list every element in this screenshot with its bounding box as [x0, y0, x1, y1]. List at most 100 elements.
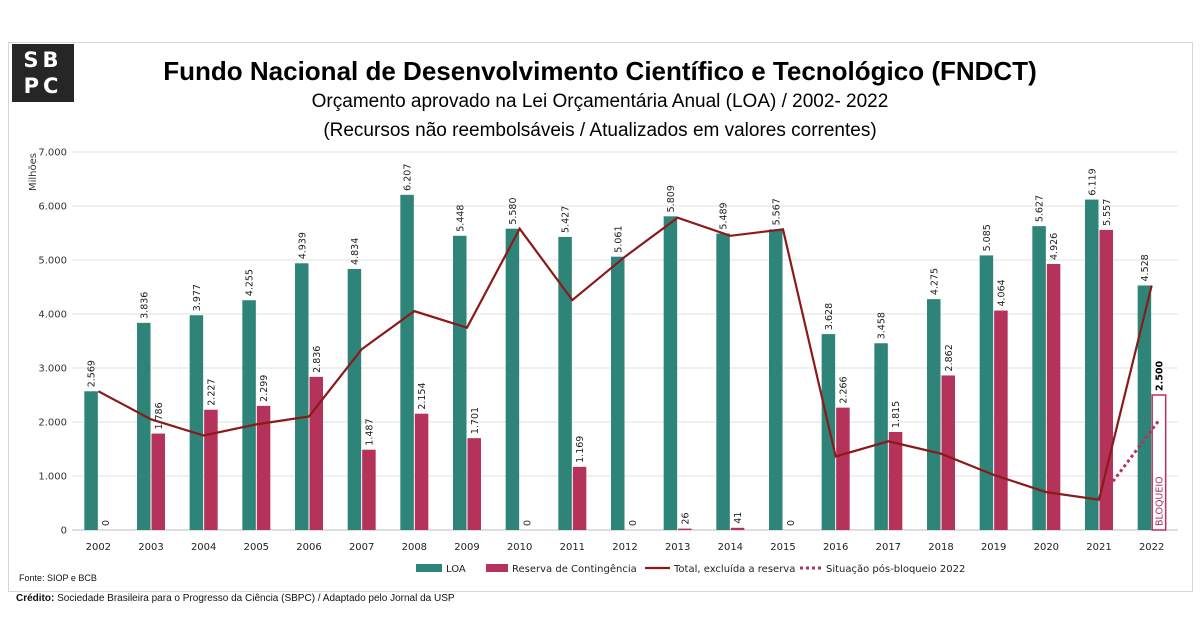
bar-loa	[979, 255, 994, 530]
x-tick-label: 2010	[507, 542, 532, 553]
data-label-loa: 6.207	[403, 164, 414, 191]
bar-loa	[558, 236, 572, 530]
data-label-loa: 5.580	[508, 197, 519, 224]
chart-subtitle-2: (Recursos não reembolsáveis / Atualizado…	[323, 120, 877, 141]
bar-loa	[769, 229, 783, 530]
bar-loa	[347, 268, 362, 530]
x-tick-label: 2017	[876, 542, 901, 553]
bar-reserva	[151, 433, 165, 530]
legend-label-loa: LOA	[446, 564, 466, 575]
x-tick-label: 2004	[191, 542, 216, 553]
bar-loa	[663, 216, 678, 530]
data-label-reserva: 0	[628, 520, 639, 526]
y-tick-label: 0	[61, 526, 67, 537]
data-label-loa: 4.834	[350, 238, 361, 265]
x-tick-label: 2013	[665, 542, 690, 553]
bar-reserva	[256, 405, 271, 530]
data-label-loa: 5.448	[455, 205, 466, 232]
bar-loa	[400, 194, 414, 530]
data-label-reserva: 2.266	[838, 376, 849, 403]
bar-loa	[821, 334, 836, 530]
bar-loa	[1032, 226, 1046, 530]
logo-line-1: SB	[23, 48, 63, 72]
x-tick-label: 2018	[928, 542, 953, 553]
data-label-loa: 5.489	[719, 202, 730, 229]
bar-reserva	[309, 376, 323, 530]
data-label-reserva: 1.169	[575, 436, 586, 463]
bar-reserva	[678, 528, 692, 530]
data-label-loa: 3.836	[139, 292, 150, 319]
data-label-reserva: 2.227	[206, 379, 217, 406]
bar-reserva	[1046, 263, 1061, 530]
line-pos-bloqueio	[1111, 418, 1161, 483]
data-label-loa: 5.567	[771, 198, 782, 225]
bar-loa	[137, 322, 151, 530]
source-note: Fonte: SIOP e BCB	[19, 573, 97, 583]
bar-bloqueio	[1151, 394, 1167, 531]
data-label-loa: 2.569	[87, 360, 98, 387]
data-label-loa: 4.255	[245, 269, 256, 296]
data-label-loa: 6.119	[1087, 168, 1098, 195]
data-label-loa: 5.427	[561, 206, 572, 233]
data-label-reserva: 5.557	[1102, 199, 1113, 226]
data-label-loa: 5.627	[1035, 195, 1046, 222]
y-tick-label: 1.000	[38, 472, 67, 483]
bar-reserva	[941, 375, 955, 530]
data-label-loa: 3.977	[192, 284, 203, 311]
data-label-reserva: 4.926	[1049, 233, 1060, 260]
bar-reserva	[204, 409, 218, 530]
data-label-loa: 4.939	[297, 232, 308, 259]
data-label-reserva: 2.862	[944, 344, 955, 371]
legend-label-reserva: Reserva de Contingência	[512, 563, 637, 575]
bar-loa	[84, 391, 98, 530]
x-tick-label: 2008	[402, 542, 427, 553]
bar-loa	[189, 315, 204, 530]
x-tick-label: 2020	[1034, 542, 1059, 553]
bar-reserva	[836, 407, 850, 530]
logo-line-2: PC	[23, 74, 63, 98]
x-tick-label: 2011	[560, 542, 585, 553]
bar-reserva	[467, 438, 481, 530]
x-tick-label: 2021	[1086, 542, 1111, 553]
x-tick-label: 2009	[454, 542, 479, 553]
bar-loa	[874, 343, 888, 530]
data-label-loa: 5.061	[613, 226, 624, 253]
bar-loa	[505, 228, 520, 530]
data-label-reserva: 1.701	[470, 407, 481, 434]
data-label-reserva: 2.836	[312, 346, 323, 373]
data-label-reserva: 0	[522, 520, 533, 526]
bar-loa	[611, 256, 625, 530]
x-tick-label: 2003	[138, 542, 163, 553]
x-tick-label: 2006	[296, 542, 321, 553]
data-label-reserva: 4.064	[996, 279, 1007, 306]
bar-reserva	[572, 466, 587, 530]
data-label-reserva: 2.154	[417, 382, 428, 409]
x-tick-label: 2019	[981, 542, 1006, 553]
legend-swatch-loa	[416, 564, 442, 572]
x-tick-label: 2016	[823, 542, 848, 553]
x-tick-label: 2014	[718, 542, 743, 553]
y-tick-label: 7.000	[38, 148, 67, 159]
data-label-reserva: 0	[101, 520, 112, 526]
bar-reserva	[888, 431, 903, 530]
y-tick-label: 5.000	[38, 256, 67, 267]
bar-loa	[453, 235, 467, 531]
x-tick-label: 2022	[1139, 542, 1164, 553]
data-label-loa: 5.085	[982, 224, 993, 251]
credit-note: Crédito: Sociedade Brasileira para o Pro…	[16, 593, 455, 604]
credit-label: Crédito:	[16, 593, 55, 604]
bar-loa	[1137, 285, 1152, 530]
data-label-loa: 4.528	[1140, 254, 1151, 281]
sbpc-logo: SB PC	[12, 44, 74, 102]
data-label-loa: 5.809	[666, 185, 677, 212]
y-axis-label: Milhões	[28, 153, 39, 191]
bar-loa	[242, 300, 256, 530]
data-label-reserva: 41	[733, 512, 744, 524]
x-tick-label: 2002	[86, 542, 111, 553]
legend-label-pos: Situação pós-bloqueio 2022	[826, 563, 965, 575]
bar-loa	[927, 299, 941, 530]
data-label-reserva: 1.815	[891, 401, 902, 428]
y-tick-label: 2.000	[38, 418, 67, 429]
data-label-reserva: 0	[786, 520, 797, 526]
